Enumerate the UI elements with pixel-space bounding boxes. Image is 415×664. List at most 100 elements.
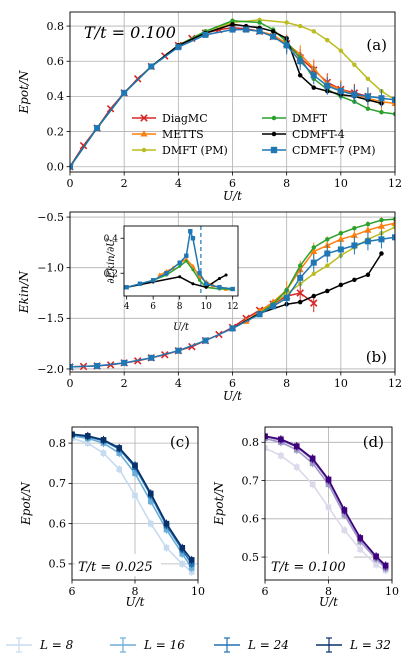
tick-label-y: 0.4 [104, 234, 119, 244]
panel-5: 6 8 10 0.5 0.6 0.7 0.8 U/t Epot/N (d) T/t = 0.100 [212, 426, 399, 609]
data-point [183, 256, 189, 262]
tick-label-y: 0.8 [242, 436, 260, 449]
legend-item: L = 32 [316, 637, 391, 653]
legend-label: L = 32 [349, 638, 391, 652]
data-point [243, 26, 250, 33]
data-point [202, 337, 209, 344]
tick-label-y: 0.7 [49, 477, 67, 490]
panel-tag: (c) [170, 433, 190, 451]
legend: DiagMC METTS DMFT (PM) DMFT CDMFT-4 CDMFT-7 (… [132, 112, 376, 157]
panel-tag: (d) [363, 433, 384, 451]
data-point [148, 63, 155, 70]
tick-label-x: 2 [121, 377, 128, 390]
tick-label-x: 10 [334, 377, 348, 390]
data-point [217, 285, 222, 290]
annotation: T/t = 0.100 [271, 560, 346, 575]
data-point [198, 278, 202, 282]
data-point [325, 288, 330, 294]
data-point [70, 163, 73, 170]
data-point [190, 236, 196, 241]
tick-label-x: 12 [388, 377, 402, 390]
tick-label-y: 0.6 [242, 513, 260, 526]
tick-label-x: 10 [385, 585, 399, 598]
tick-label-x: 4 [175, 377, 182, 390]
annotation: T/t = 0.025 [78, 560, 153, 575]
tick-label-y: −2.0 [37, 363, 64, 376]
data-point [121, 89, 128, 96]
series-group [265, 432, 389, 575]
legend-label: DMFT [292, 112, 328, 125]
data-point [338, 282, 344, 288]
data-point [379, 217, 384, 223]
legend-marker [141, 147, 147, 153]
legend-label: L = 24 [247, 638, 289, 652]
data-point [265, 445, 268, 451]
tick-label-x: 8 [132, 585, 139, 598]
data-point [124, 285, 129, 290]
tick-label-y: −1.5 [37, 312, 64, 325]
legend-marker [140, 114, 148, 122]
data-point [297, 23, 303, 29]
tick-label-y: 0.2 [47, 125, 65, 138]
data-point [230, 18, 235, 24]
data-point [352, 62, 357, 67]
data-point [265, 433, 268, 439]
legend-label: L = 8 [39, 638, 74, 652]
data-point [256, 311, 263, 318]
data-point [257, 20, 262, 25]
tick-label-x: 0 [67, 377, 74, 390]
data-point [338, 48, 344, 53]
axes-frame [264, 426, 393, 581]
data-point [175, 347, 182, 354]
legend-label: CDMFT-7 (PM) [292, 144, 376, 157]
tick-label-y: −1.0 [37, 262, 64, 275]
data-point [325, 237, 330, 242]
tick-label-x: 4 [175, 177, 182, 190]
tick-label-x: 8 [177, 302, 183, 312]
data-point [191, 282, 195, 286]
x-axis-label: U/t [126, 595, 145, 609]
legend-label: DMFT (PM) [162, 144, 228, 157]
tick-label-y: 0.7 [242, 474, 260, 487]
data-point [392, 111, 395, 117]
legend-marker [270, 146, 278, 154]
y-axis-label: Epot/N [19, 481, 33, 526]
axes-frame [69, 211, 396, 373]
data-point [197, 271, 202, 276]
data-point [94, 125, 101, 132]
data-point [365, 272, 371, 278]
data-point [392, 224, 395, 230]
data-point [178, 275, 182, 279]
data-point [72, 431, 75, 438]
data-point [365, 221, 371, 227]
data-point [338, 231, 344, 236]
axes-frame [123, 225, 239, 297]
tick-label-x: 4 [124, 302, 130, 312]
data-point [297, 263, 303, 268]
data-point [188, 229, 193, 234]
data-point [297, 73, 303, 78]
tick-label-x: 6 [150, 302, 156, 312]
annotation-bg [75, 554, 161, 576]
data-point [202, 31, 209, 38]
data-point [203, 281, 209, 286]
tick-label-y: 0.8 [47, 20, 65, 33]
data-point [184, 259, 188, 263]
legend-marker [271, 115, 277, 121]
data-point [392, 216, 395, 222]
data-point [137, 281, 143, 286]
tick-label-y: −0.5 [37, 211, 64, 224]
data-point [325, 263, 330, 268]
data-point [284, 20, 289, 25]
series-group [124, 228, 235, 292]
data-point [230, 22, 235, 27]
legend-marker [140, 130, 148, 137]
data-point [379, 251, 384, 256]
tick-label-y: 0.6 [49, 517, 67, 530]
data-point [270, 33, 277, 40]
data-point [325, 37, 330, 43]
bottom-legend: L = 8 L = 16 L = 24 L = 32 [6, 637, 391, 653]
data-point [391, 219, 395, 226]
legend-label: DiagMC [162, 112, 208, 125]
data-point [190, 263, 196, 269]
